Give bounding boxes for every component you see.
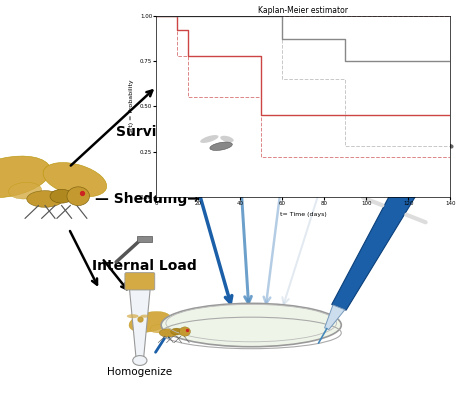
Text: Homogenize: Homogenize — [107, 367, 173, 377]
Ellipse shape — [150, 325, 166, 333]
FancyBboxPatch shape — [268, 58, 301, 75]
Text: — Shedding→: — Shedding→ — [95, 192, 199, 206]
Ellipse shape — [210, 142, 232, 151]
Ellipse shape — [9, 182, 42, 199]
Polygon shape — [227, 71, 252, 158]
FancyBboxPatch shape — [173, 58, 206, 75]
Bar — [137, 236, 152, 242]
Ellipse shape — [182, 152, 198, 163]
Ellipse shape — [140, 314, 149, 318]
Ellipse shape — [133, 355, 147, 366]
Text: Survival: Survival — [116, 125, 180, 139]
X-axis label: t= Time (days): t= Time (days) — [280, 212, 327, 217]
FancyArrowPatch shape — [296, 53, 329, 60]
FancyBboxPatch shape — [313, 58, 346, 75]
Polygon shape — [177, 71, 202, 158]
Text: Internal Load: Internal Load — [92, 259, 197, 273]
Ellipse shape — [190, 105, 199, 108]
Ellipse shape — [285, 105, 293, 108]
Polygon shape — [325, 305, 345, 329]
Ellipse shape — [226, 105, 238, 109]
Polygon shape — [129, 286, 151, 361]
Polygon shape — [272, 71, 297, 158]
Ellipse shape — [159, 329, 177, 337]
Ellipse shape — [171, 328, 182, 335]
Circle shape — [179, 327, 191, 336]
Ellipse shape — [0, 156, 51, 198]
FancyBboxPatch shape — [125, 273, 155, 290]
Ellipse shape — [220, 136, 234, 142]
Ellipse shape — [167, 315, 199, 332]
Polygon shape — [332, 153, 436, 310]
Text: ...: ... — [321, 37, 338, 52]
Circle shape — [67, 187, 90, 206]
Ellipse shape — [330, 105, 338, 108]
Ellipse shape — [27, 191, 63, 207]
Ellipse shape — [129, 312, 171, 332]
Ellipse shape — [50, 190, 73, 203]
FancyArrowPatch shape — [246, 52, 281, 60]
Polygon shape — [317, 71, 342, 158]
Ellipse shape — [200, 135, 219, 143]
Ellipse shape — [127, 314, 138, 318]
Ellipse shape — [271, 105, 283, 109]
Title: Kaplan-Meier estimator: Kaplan-Meier estimator — [258, 6, 348, 15]
Text: 24 h: 24 h — [201, 39, 230, 52]
FancyBboxPatch shape — [223, 58, 256, 75]
Ellipse shape — [231, 152, 247, 163]
Ellipse shape — [176, 105, 189, 109]
Ellipse shape — [240, 105, 248, 108]
Ellipse shape — [161, 303, 341, 347]
FancyArrowPatch shape — [194, 52, 228, 60]
Y-axis label: S(t) = Probability: S(t) = Probability — [129, 80, 135, 133]
Text: 24 h: 24 h — [258, 39, 287, 52]
Ellipse shape — [321, 152, 337, 163]
Ellipse shape — [276, 152, 292, 163]
Ellipse shape — [43, 163, 107, 197]
Ellipse shape — [316, 105, 328, 109]
